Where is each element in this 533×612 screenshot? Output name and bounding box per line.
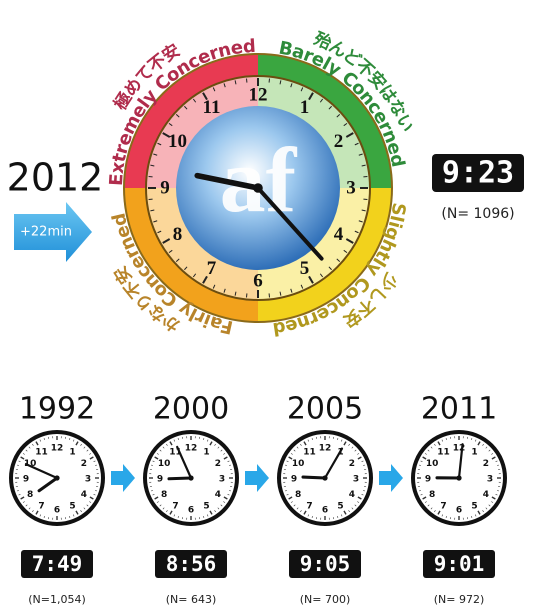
small-dial-number: 8 (295, 490, 301, 500)
dial-number: 3 (346, 177, 356, 198)
small-dial-number: 9 (425, 475, 431, 485)
small-dial-number: 11 (35, 448, 48, 458)
sample-size: (N= 1096) (441, 206, 514, 222)
small-dial-number: 3 (353, 475, 359, 485)
small-dial-number: 10 (426, 459, 439, 469)
small-dial-number: 11 (437, 448, 450, 458)
small-dial-number: 10 (292, 459, 305, 469)
small-digital-time: 7:49 (32, 552, 83, 576)
hand-pivot (322, 475, 327, 480)
small-dial-number: 5 (337, 501, 343, 511)
hour-hand (303, 477, 325, 478)
hour-hand (169, 478, 191, 479)
small-dial-number: 11 (303, 448, 316, 458)
small-sample-size: (N= 972) (434, 593, 485, 606)
change-label: +22min (20, 225, 72, 240)
small-dial-number: 8 (27, 490, 33, 500)
small-dial-number: 3 (219, 475, 225, 485)
dial-number: 8 (173, 224, 183, 245)
hand-pivot (253, 183, 263, 193)
small-dial-number: 6 (188, 506, 194, 516)
small-dial-number: 8 (161, 490, 167, 500)
hand-pivot (54, 475, 59, 480)
small-digital-time: 9:05 (300, 552, 351, 576)
dial-number: 7 (207, 258, 217, 279)
dial-number: 10 (168, 131, 187, 152)
small-digital-time: 9:01 (434, 552, 485, 576)
small-sample-size: (N= 700) (300, 593, 351, 606)
progress-arrow (245, 464, 269, 492)
small-dial-number: 2 (483, 459, 489, 469)
hand-pivot (188, 475, 193, 480)
small-dial-number: 12 (319, 444, 332, 454)
small-sample-size: (N=1,054) (28, 593, 86, 606)
small-dial-number: 3 (85, 475, 91, 485)
history-year: 2011 (421, 392, 497, 427)
small-dial-number: 7 (38, 501, 44, 511)
small-dial-number: 4 (81, 490, 87, 500)
small-dial-number: 8 (429, 490, 435, 500)
small-dial-number: 6 (54, 506, 60, 516)
progress-arrow (379, 464, 403, 492)
small-dial-number: 10 (158, 459, 171, 469)
small-digital-time: 8:56 (166, 552, 217, 576)
digital-time: 9:23 (442, 156, 514, 191)
year-label: 2012 (7, 156, 104, 200)
small-dial-number: 9 (291, 475, 297, 485)
dial-number: 9 (160, 177, 170, 198)
infographic: 極めて不安Extremely Concerned殆んど不安はないBarely C… (0, 0, 533, 612)
small-dial-number: 6 (322, 506, 328, 516)
progress-arrow (111, 464, 135, 492)
small-dial-number: 5 (69, 501, 75, 511)
small-dial-number: 2 (81, 459, 87, 469)
small-dial-number: 4 (483, 490, 489, 500)
small-dial-number: 9 (157, 475, 163, 485)
small-dial-number: 5 (471, 501, 477, 511)
history-year: 1992 (19, 392, 95, 427)
small-dial-number: 9 (23, 475, 29, 485)
small-dial-number: 1 (471, 448, 477, 458)
history-year: 2005 (287, 392, 363, 427)
small-sample-size: (N= 643) (166, 593, 217, 606)
small-dial-number: 2 (349, 459, 355, 469)
small-dial-number: 12 (185, 444, 198, 454)
dial-number: 1 (300, 97, 310, 118)
small-dial-number: 1 (203, 448, 209, 458)
small-dial-number: 1 (69, 448, 75, 458)
history-year: 2000 (153, 392, 229, 427)
small-dial-number: 6 (456, 506, 462, 516)
small-dial-number: 3 (487, 475, 493, 485)
small-dial-number: 5 (203, 501, 209, 511)
dial-number: 11 (203, 97, 221, 118)
dial-number: 4 (334, 224, 344, 245)
small-dial-number: 7 (440, 501, 446, 511)
small-dial-number: 7 (306, 501, 312, 511)
dial-number: 6 (253, 270, 263, 291)
small-dial-number: 4 (215, 490, 221, 500)
dial-number: 5 (300, 258, 310, 279)
dial-number: 12 (249, 84, 268, 105)
small-dial-number: 2 (215, 459, 221, 469)
hand-pivot (456, 475, 461, 480)
small-dial-number: 12 (51, 444, 64, 454)
dial-number: 2 (334, 131, 344, 152)
small-dial-number: 4 (349, 490, 355, 500)
small-dial-number: 7 (172, 501, 178, 511)
